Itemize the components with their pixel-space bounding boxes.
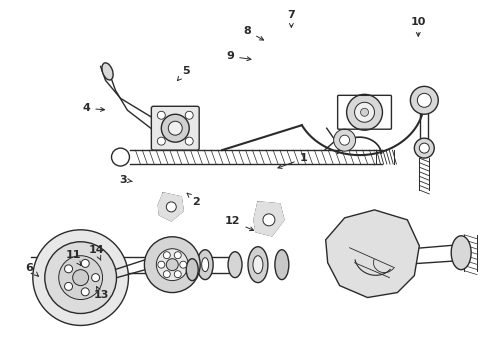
Text: 10: 10 <box>411 17 426 36</box>
Circle shape <box>185 111 193 119</box>
Circle shape <box>361 108 368 116</box>
Text: 6: 6 <box>25 263 38 276</box>
Circle shape <box>65 283 73 291</box>
Ellipse shape <box>248 247 268 283</box>
Text: 8: 8 <box>244 26 264 40</box>
Circle shape <box>112 148 129 166</box>
Circle shape <box>185 137 193 145</box>
Circle shape <box>145 237 200 293</box>
Text: 11: 11 <box>66 250 81 265</box>
Circle shape <box>180 261 187 268</box>
Text: 13: 13 <box>93 287 109 300</box>
Circle shape <box>263 214 275 226</box>
Text: 2: 2 <box>187 193 200 207</box>
Text: 1: 1 <box>278 153 307 168</box>
Circle shape <box>166 259 178 271</box>
Circle shape <box>355 102 374 122</box>
Circle shape <box>174 252 181 259</box>
Circle shape <box>45 242 117 314</box>
Circle shape <box>166 202 176 212</box>
Text: 7: 7 <box>288 10 295 27</box>
Polygon shape <box>158 193 183 221</box>
Ellipse shape <box>253 256 263 274</box>
Ellipse shape <box>197 250 213 280</box>
Ellipse shape <box>275 250 289 280</box>
Circle shape <box>65 265 73 273</box>
Circle shape <box>334 129 356 151</box>
Polygon shape <box>254 202 284 236</box>
Circle shape <box>168 121 182 135</box>
Text: 14: 14 <box>88 245 104 260</box>
Circle shape <box>415 138 434 158</box>
Circle shape <box>417 93 431 107</box>
Text: 5: 5 <box>177 66 190 81</box>
FancyBboxPatch shape <box>151 106 199 150</box>
Ellipse shape <box>102 63 113 80</box>
Circle shape <box>163 271 171 278</box>
Circle shape <box>92 274 99 282</box>
Circle shape <box>346 94 383 130</box>
Circle shape <box>33 230 128 325</box>
Circle shape <box>340 135 349 145</box>
Circle shape <box>163 252 171 259</box>
Circle shape <box>419 143 429 153</box>
Circle shape <box>410 86 438 114</box>
Circle shape <box>81 288 89 296</box>
Circle shape <box>157 137 165 145</box>
Ellipse shape <box>186 259 198 280</box>
Circle shape <box>59 256 102 300</box>
Ellipse shape <box>451 236 471 270</box>
Circle shape <box>156 249 188 280</box>
Ellipse shape <box>202 258 209 272</box>
Text: 9: 9 <box>226 51 251 61</box>
Circle shape <box>174 271 181 278</box>
Polygon shape <box>326 210 419 298</box>
Circle shape <box>157 111 165 119</box>
Text: 12: 12 <box>225 216 254 231</box>
Ellipse shape <box>228 252 242 278</box>
Circle shape <box>73 270 89 285</box>
Circle shape <box>158 261 165 268</box>
Circle shape <box>81 260 89 267</box>
Text: 4: 4 <box>82 103 104 113</box>
Text: 3: 3 <box>119 175 132 185</box>
Circle shape <box>161 114 189 142</box>
